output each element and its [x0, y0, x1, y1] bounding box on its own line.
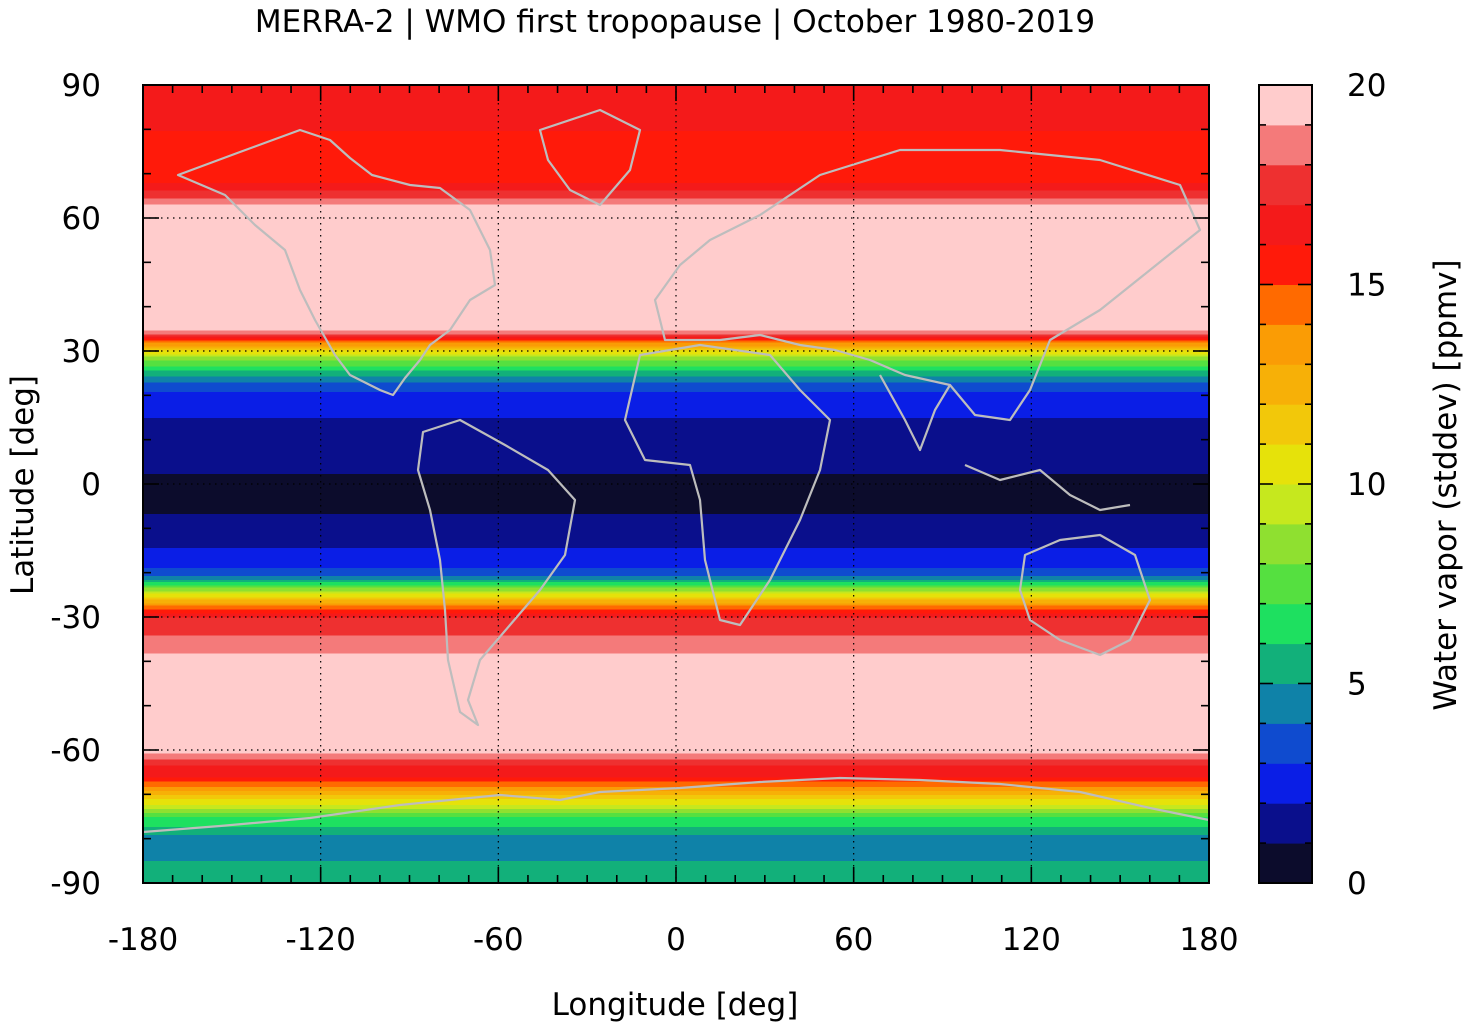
- coast-africa: [623, 343, 832, 627]
- coast-indonesia: [964, 463, 1131, 512]
- x-tick-label: 60: [834, 922, 873, 958]
- colorbar-level: [1259, 324, 1312, 365]
- colorbar-tick-label: 10: [1347, 467, 1386, 503]
- plot-ticks: [142, 84, 1210, 884]
- grid: [143, 85, 1209, 883]
- y-tick-label: 60: [62, 201, 101, 237]
- colorbar-ticks: 0 5 10 15 20: [1259, 68, 1386, 902]
- x-tick-label: 180: [1179, 922, 1238, 958]
- y-axis-label: Latitude [deg]: [5, 375, 41, 595]
- colorbar-level: [1259, 85, 1312, 126]
- colorbar-tick-label: 5: [1347, 667, 1367, 703]
- colorbar-level: [1259, 603, 1312, 645]
- colorbar-level: [1259, 803, 1312, 844]
- colorbar-tick-label: 15: [1347, 268, 1386, 304]
- colorbar-level: [1259, 404, 1312, 445]
- plot-area: [143, 85, 1209, 883]
- x-tick-label: 0: [666, 922, 686, 958]
- x-tick-labels: -180 -120 -60 0 60 120 180: [108, 922, 1239, 958]
- x-tick-label: -120: [285, 922, 355, 958]
- chart-title: MERRA-2 | WMO first tropopause | October…: [255, 4, 1095, 40]
- y-tick-labels: -90 -60 -30 0 30 60 90: [50, 68, 101, 902]
- x-tick-label: -60: [473, 922, 524, 958]
- coast-north-america: [176, 128, 497, 397]
- x-tick-label: -180: [108, 922, 178, 958]
- coastlines: [143, 108, 1209, 834]
- coast-australia: [1018, 533, 1152, 657]
- colorbar-level: [1259, 563, 1312, 605]
- colorbar-level: [1259, 284, 1312, 325]
- colorbar-level: [1259, 683, 1312, 724]
- colorbar-level: [1259, 204, 1312, 246]
- coast-eurasia: [653, 148, 1202, 422]
- y-tick-label: -60: [50, 733, 101, 769]
- colorbar-level: [1259, 444, 1312, 485]
- colorbar-tick-label: 0: [1347, 866, 1367, 902]
- colorbar-level: [1259, 643, 1312, 684]
- colorbar-level: [1259, 164, 1312, 206]
- x-axis-label: Longitude [deg]: [552, 987, 799, 1023]
- coast-antarctica: [143, 776, 1209, 834]
- colorbar-level: [1259, 763, 1312, 804]
- colorbar-level: [1259, 244, 1312, 285]
- colorbar-level: [1259, 723, 1312, 764]
- y-tick-label: -30: [50, 600, 101, 636]
- colorbar: [1259, 85, 1312, 884]
- colorbar-level: [1259, 843, 1312, 884]
- x-tick-label: 120: [1002, 922, 1061, 958]
- colorbar-level: [1259, 484, 1312, 525]
- colorbar-tick-label: 20: [1347, 68, 1386, 104]
- y-tick-label: 30: [62, 334, 101, 370]
- colorbar-label: Water vapor (stddev) [ppmv]: [1428, 259, 1464, 710]
- colorbar-level: [1259, 124, 1312, 166]
- y-tick-label: 90: [62, 68, 101, 104]
- coast-greenland: [538, 108, 642, 207]
- y-tick-label: 0: [81, 467, 101, 503]
- y-tick-label: -90: [50, 866, 101, 902]
- colorbar-level: [1259, 523, 1312, 565]
- colorbar-level: [1259, 364, 1312, 405]
- coast-india: [879, 374, 951, 452]
- coast-south-america: [416, 418, 577, 727]
